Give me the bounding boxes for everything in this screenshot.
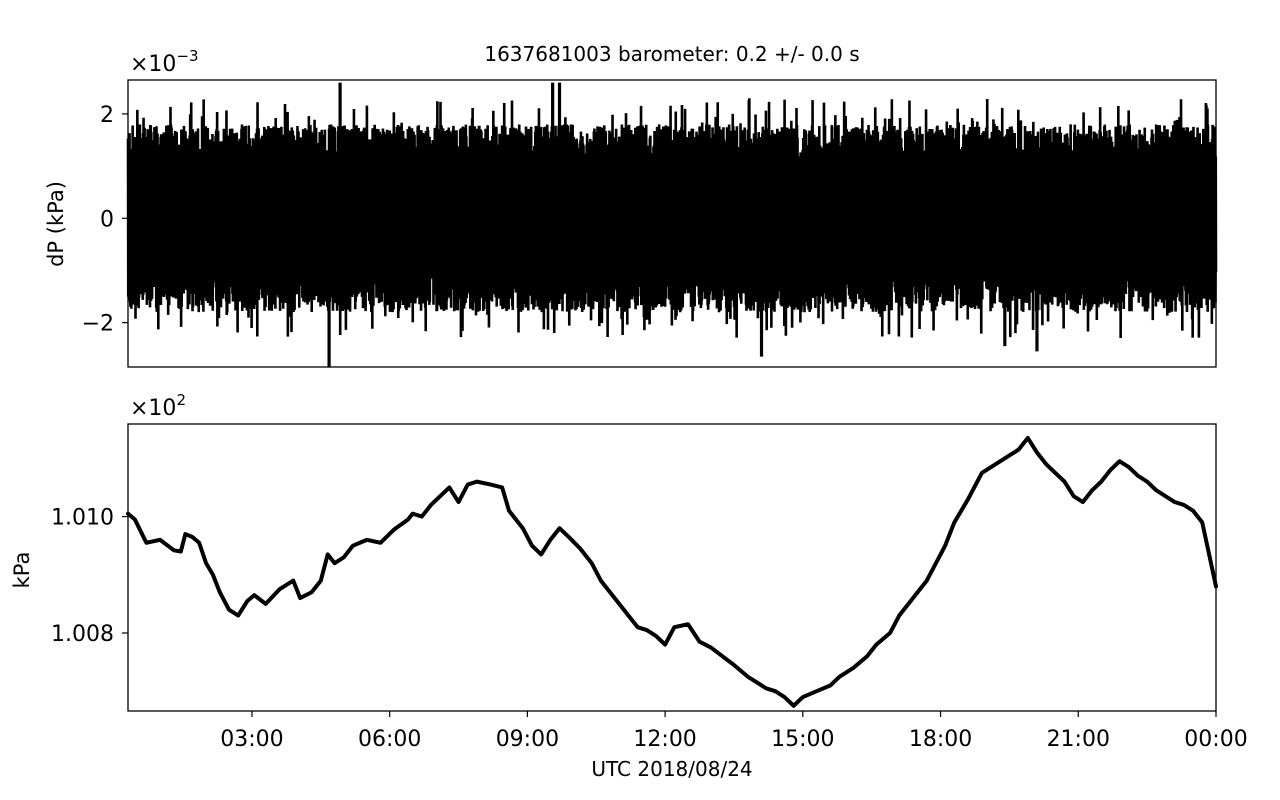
bottom-x-ticks: 03:00 06:00 09:00 12:00 15:00 18:00 21:00 00:00 [220, 711, 1248, 752]
top-panel: −2 0 2 ×10−3 dP (kPa) [44, 47, 1218, 368]
bottom-y-tick-label: 1.010 [51, 506, 114, 531]
bottom-panel: 1.008 1.010 03:00 06:00 09:00 12:00 15:00 18:0… [10, 391, 1248, 781]
bottom-series-line [126, 435, 1218, 708]
bottom-y-ticks: 1.008 1.010 [51, 506, 128, 647]
bottom-plot-area [126, 435, 1218, 708]
bottom-y-tick-label: 1.008 [51, 622, 114, 647]
x-tick-label: 06:00 [358, 727, 421, 752]
bottom-y-multiplier-base: ×10 [130, 396, 176, 421]
top-plot-area [126, 82, 1218, 367]
top-y-multiplier: ×10−3 [130, 47, 199, 77]
x-tick-label: 09:00 [496, 727, 559, 752]
x-tick-label: 03:00 [220, 727, 283, 752]
top-y-tick-label: 2 [100, 103, 114, 128]
bottom-panel-background [128, 424, 1216, 711]
x-tick-label: 15:00 [771, 727, 834, 752]
x-axis-label: UTC 2018/08/24 [591, 757, 752, 781]
top-y-tick-label: 0 [100, 207, 114, 232]
x-tick-label: 12:00 [633, 727, 696, 752]
top-y-ticks: −2 0 2 [82, 103, 128, 337]
bottom-y-multiplier: ×102 [130, 391, 186, 421]
top-series-line [126, 98, 1218, 338]
top-y-axis-label: dP (kPa) [44, 181, 68, 267]
top-y-multiplier-base: ×10 [130, 52, 176, 77]
figure-title: 1637681003 barometer: 0.2 +/- 0.0 s [484, 42, 859, 66]
x-tick-label: 21:00 [1047, 727, 1110, 752]
top-panel-frame [127, 79, 1217, 368]
top-y-tick-label: −2 [82, 312, 114, 337]
x-tick-label: 00:00 [1184, 727, 1247, 752]
bottom-y-multiplier-exponent: 2 [176, 391, 186, 409]
bottom-panel-frame [127, 423, 1217, 712]
bottom-y-axis-label: kPa [10, 552, 34, 589]
x-tick-label: 18:00 [909, 727, 972, 752]
top-y-multiplier-exponent: −3 [176, 47, 198, 65]
